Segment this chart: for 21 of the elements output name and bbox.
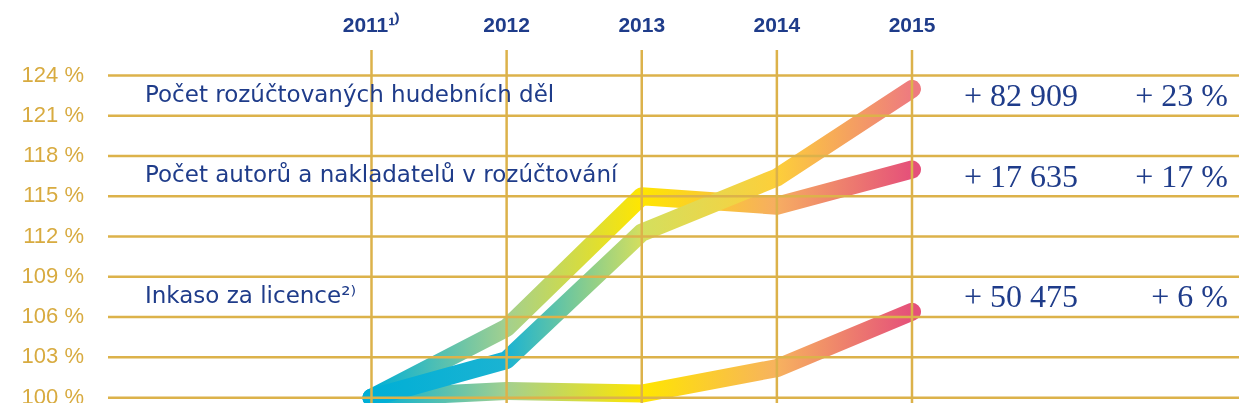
annotation: + 50 475	[963, 278, 1078, 315]
y-tick-label: 118 %	[23, 142, 84, 168]
y-tick-label: 106 %	[21, 303, 84, 329]
x-tick-label: 2015	[888, 13, 936, 37]
x-tick-label: 2014	[753, 13, 801, 37]
annotation: Inkaso za licence²⁾	[145, 281, 357, 308]
x-tick-label: 2013	[618, 13, 666, 37]
y-tick-label: 100 %	[21, 383, 84, 403]
y-tick-label: 121 %	[21, 101, 84, 127]
annotation: + 17 635	[963, 157, 1078, 194]
y-tick-label: 115 %	[23, 182, 84, 208]
y-tick-label: 124 %	[21, 61, 84, 87]
x-tick-label: 2011¹⁾	[342, 12, 401, 37]
annotation: + 17 %	[1135, 157, 1228, 194]
y-tick-label: 112 %	[23, 222, 84, 248]
annotation: + 23 %	[1135, 77, 1228, 114]
y-tick-label: 103 %	[21, 343, 84, 369]
x-tick-label: 2012	[483, 13, 530, 37]
y-tick-label: 109 %	[21, 262, 84, 288]
annotation: + 82 909	[963, 77, 1078, 114]
annotation: + 6 %	[1151, 278, 1228, 315]
